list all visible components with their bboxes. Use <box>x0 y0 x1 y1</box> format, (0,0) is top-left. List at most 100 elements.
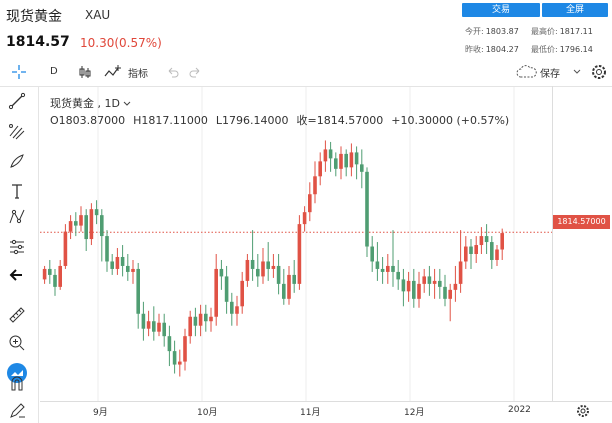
trade-button[interactable]: 交易 <box>462 3 540 17</box>
candle-body <box>271 265 276 269</box>
candle-body <box>178 361 182 365</box>
candle-body <box>105 236 109 262</box>
candlestick-icon[interactable] <box>72 61 98 83</box>
candle-body <box>401 279 406 292</box>
chart-logo-icon[interactable] <box>4 362 30 384</box>
candle-body <box>110 261 114 269</box>
crosshair-icon[interactable] <box>6 61 32 83</box>
pattern-tool-icon[interactable] <box>4 206 30 228</box>
axis-settings-icon[interactable] <box>570 400 596 422</box>
brush-icon[interactable] <box>4 150 30 172</box>
fullscreen-button[interactable]: 全屏 <box>542 3 608 17</box>
candle-body <box>354 152 359 165</box>
candle-body <box>318 161 322 177</box>
candle-body <box>490 242 494 260</box>
chevron-down-icon[interactable] <box>123 100 131 108</box>
candle-body <box>193 316 198 326</box>
arrow-left-icon[interactable] <box>4 264 30 286</box>
candle-body <box>432 280 437 284</box>
candle-body <box>84 215 88 240</box>
instrument-name: 现货黄金 <box>6 9 62 25</box>
candle-body <box>453 283 458 290</box>
gear-icon[interactable] <box>586 61 612 83</box>
indicators-button[interactable]: 指标 <box>128 69 148 80</box>
candle-body <box>370 246 374 262</box>
candle-body <box>469 246 473 254</box>
candle-body <box>360 164 364 172</box>
candle-body <box>183 336 187 362</box>
candle-body <box>219 268 224 277</box>
candle-body <box>344 153 348 168</box>
chevron-down-icon[interactable] <box>564 61 590 83</box>
ohlc-legend: O1803.87000 H1817.11000 L1796.14000 收=1814.… <box>50 114 510 127</box>
candle-body <box>157 322 161 332</box>
x-tick: 10月 <box>197 408 218 418</box>
candle-body <box>100 215 104 237</box>
candle-body <box>287 274 291 299</box>
candle-body <box>214 268 218 317</box>
time-axis-line <box>40 401 612 402</box>
stat-open: 今开: 1803.87 <box>465 27 519 36</box>
fork-tool-icon[interactable] <box>4 120 30 142</box>
text-tool-icon[interactable] <box>4 180 30 202</box>
candle-body <box>131 268 135 272</box>
indicators-icon[interactable] <box>100 61 126 83</box>
magnet-tool-icon[interactable] <box>4 372 30 394</box>
candle-body <box>115 256 120 269</box>
candle-body <box>406 280 411 292</box>
candle-body <box>339 153 343 169</box>
lock-pen-icon[interactable] <box>4 400 30 422</box>
candle-body <box>94 209 99 216</box>
candle-body <box>235 306 239 314</box>
save-button[interactable]: 保存 <box>540 69 560 80</box>
candle-body <box>188 316 192 337</box>
candle-body <box>458 261 463 284</box>
chart-toolbar: D 指标 保存 <box>0 58 612 87</box>
candle-body <box>240 280 244 307</box>
candle-body <box>230 301 234 314</box>
candle-body <box>500 233 504 250</box>
price-axis <box>552 86 553 402</box>
undo-icon[interactable] <box>160 61 186 83</box>
price-chart[interactable] <box>40 87 552 401</box>
candle-body <box>443 286 447 299</box>
candle-body <box>126 265 130 272</box>
candle-body <box>63 231 68 266</box>
candle-body <box>292 274 296 284</box>
candle-body <box>74 221 78 226</box>
candle-body <box>204 313 208 322</box>
last-price: 1814.57 <box>6 34 70 50</box>
candle-body <box>474 245 478 254</box>
candle-body <box>48 268 52 275</box>
x-tick: 12月 <box>404 408 425 418</box>
candle-body <box>349 152 354 168</box>
candle-body <box>328 149 333 159</box>
candle-body <box>261 261 265 277</box>
candle-body <box>266 261 270 269</box>
interval-selector[interactable]: D <box>50 66 58 77</box>
candle-body <box>427 276 432 284</box>
redo-icon[interactable] <box>182 61 208 83</box>
candle-body <box>375 261 380 269</box>
candle-body <box>136 268 140 314</box>
ruler-icon[interactable] <box>4 304 30 326</box>
candle-body <box>167 336 172 352</box>
cloud-icon[interactable] <box>514 61 540 83</box>
candle-body <box>172 351 177 365</box>
last-price-tag: 1814.57000 <box>553 215 610 229</box>
candle-body <box>422 276 426 284</box>
drawing-sidebar <box>0 86 39 423</box>
candle-body <box>308 194 312 213</box>
candle-body <box>162 322 166 337</box>
candle-body <box>313 176 317 195</box>
ruler-settings-icon[interactable] <box>4 236 30 258</box>
candle-body <box>417 283 421 299</box>
x-tick: 9月 <box>93 408 108 418</box>
candle-body <box>484 236 489 243</box>
candle-body <box>198 313 203 326</box>
line-tool-icon[interactable] <box>4 90 30 112</box>
instrument-symbol: XAU <box>85 8 111 22</box>
zoom-in-icon[interactable] <box>4 332 30 354</box>
candle-body <box>250 259 255 269</box>
candle-body <box>412 280 416 299</box>
